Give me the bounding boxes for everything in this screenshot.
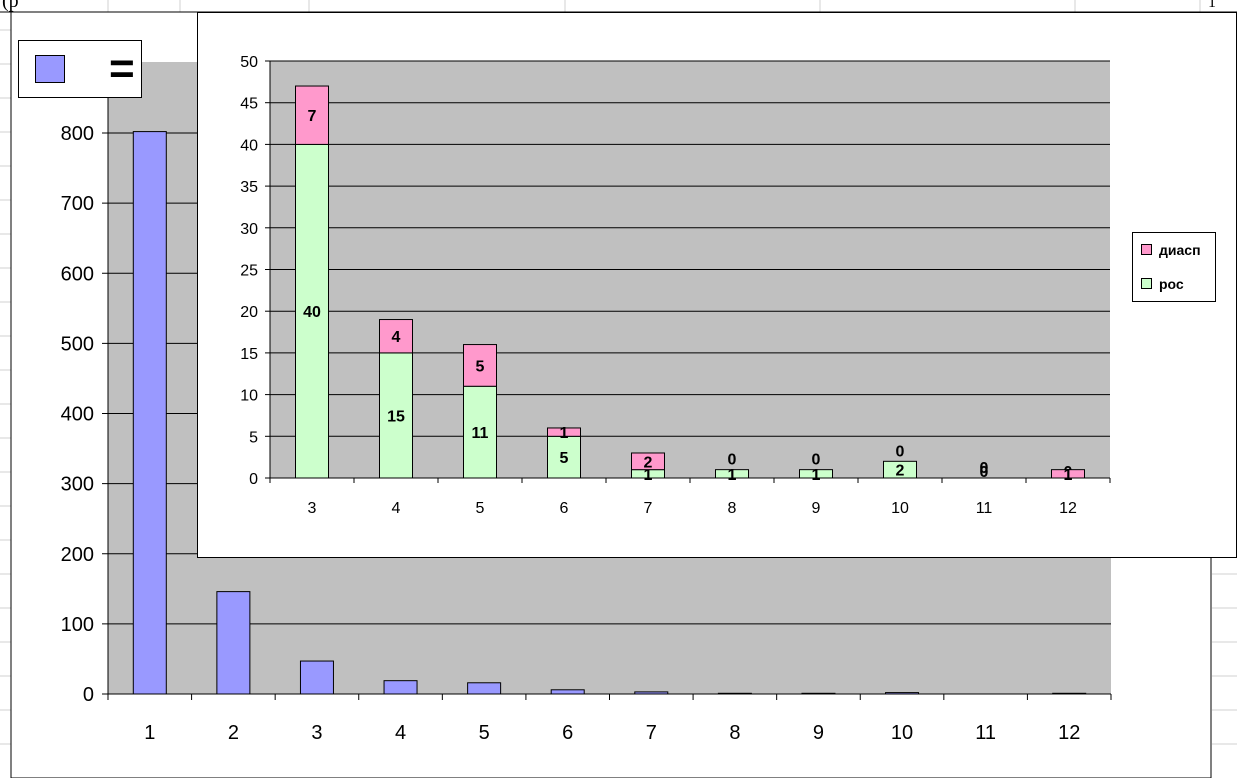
inset-data-label: 1 (812, 467, 821, 484)
main-y-tick-label: 500 (61, 333, 94, 355)
inset-x-tick-label: 3 (308, 500, 317, 517)
main-y-tick-label: 700 (61, 193, 94, 215)
main-bar (885, 692, 920, 695)
inset-y-tick-label: 30 (240, 221, 258, 238)
inset-data-label: 5 (476, 358, 485, 375)
inset-bar-segment (295, 85, 329, 145)
inset-data-label: 1 (728, 467, 737, 484)
main-legend-swatch (35, 55, 65, 83)
inset-data-label: 1 (1064, 467, 1073, 484)
main-bar (467, 682, 502, 695)
inset-data-label: 2 (644, 454, 653, 471)
main-y-tick-label: 800 (61, 123, 94, 145)
legend-label-ros: рос (1159, 276, 1184, 292)
main-bar (1052, 692, 1087, 695)
inset-data-label: 15 (387, 408, 405, 425)
inset-data-label: 4 (392, 329, 401, 346)
inset-data-label: 1 (560, 425, 569, 442)
inset-data-label: 5 (560, 450, 569, 467)
page-text-fragment: (р (2, 0, 19, 12)
main-x-tick-label: 10 (891, 722, 913, 744)
inset-x-tick-label: 4 (392, 500, 401, 517)
inset-x-tick-label: 5 (476, 500, 485, 517)
inset-y-tick-label: 25 (240, 263, 258, 280)
main-x-tick-label: 11 (975, 722, 996, 744)
inset-data-label: 0 (896, 443, 905, 460)
main-legend[interactable]: = (18, 40, 142, 98)
inset-y-tick-label: 0 (249, 471, 258, 488)
legend-swatch-ros (1141, 278, 1152, 289)
main-bar (717, 692, 752, 695)
main-x-tick-label: 8 (729, 722, 740, 744)
inset-x-tick-label: 6 (560, 500, 569, 517)
inset-x-tick-label: 8 (728, 500, 737, 517)
inset-y-tick-label: 45 (240, 96, 258, 113)
inset-data-label: 0 (980, 464, 989, 481)
inset-data-label: 0 (728, 452, 737, 469)
inset-y-tick-label: 20 (240, 304, 258, 321)
main-bar (801, 692, 836, 695)
inset-data-label: 11 (472, 425, 489, 442)
inset-data-label: 1 (644, 467, 653, 484)
inset-x-tick-label: 11 (976, 500, 993, 517)
inset-plot-area: 0510152025303540455034074154511565171281… (197, 12, 1237, 558)
main-bar (383, 680, 418, 695)
main-x-tick-label: 1 (144, 722, 155, 744)
main-bar (132, 131, 167, 695)
inset-data-label: 7 (308, 108, 317, 125)
main-y-tick-label: 0 (83, 684, 94, 706)
inset-x-tick-label: 9 (812, 500, 821, 517)
inset-data-label: 2 (896, 463, 905, 480)
inset-y-tick-label: 35 (240, 179, 258, 196)
inset-bar-segment (463, 385, 497, 479)
inset-bar-segment (463, 344, 497, 387)
inset-bar-segment (379, 319, 413, 354)
main-x-tick-label: 7 (646, 722, 657, 744)
inset-bar-segment (715, 469, 749, 479)
inset-bar-segment (799, 469, 833, 479)
inset-y-tick-label: 40 (240, 137, 258, 154)
main-x-tick-label: 5 (479, 722, 490, 744)
inset-y-tick-label: 10 (240, 388, 258, 405)
inset-x-tick-label: 12 (1059, 500, 1077, 517)
main-x-tick-label: 9 (813, 722, 824, 744)
main-bar (550, 689, 585, 695)
legend-swatch-diasp (1141, 244, 1152, 255)
inset-bar-segment (547, 427, 581, 437)
main-y-tick-label: 600 (61, 263, 94, 285)
inset-bar-segment (631, 452, 665, 471)
main-x-tick-label: 2 (228, 722, 239, 744)
main-x-tick-label: 4 (395, 722, 406, 744)
inset-data-label: 0 (812, 452, 821, 469)
inset-chart[interactable]: 0510152025303540455034074154511565171281… (197, 12, 1237, 558)
main-bar (634, 691, 669, 695)
inset-data-label: 40 (303, 304, 321, 321)
inset-bar-segment (883, 460, 917, 479)
inset-bar-segment (379, 352, 413, 479)
main-bar (299, 660, 334, 695)
main-y-tick-label: 100 (61, 614, 94, 636)
main-y-tick-label: 400 (61, 404, 94, 426)
main-bar (216, 591, 251, 695)
main-legend-label: = (109, 44, 135, 93)
main-x-tick-label: 3 (311, 722, 322, 744)
inset-bar-segment (1051, 469, 1085, 479)
inset-y-tick-label: 5 (249, 429, 258, 446)
main-y-tick-label: 200 (61, 544, 94, 566)
page-corner-mark: 1 (1208, 0, 1216, 11)
inset-y-tick-label: 15 (240, 346, 258, 363)
inset-x-tick-label: 10 (891, 500, 909, 517)
inset-x-tick-label: 7 (644, 500, 653, 517)
main-x-tick-label: 12 (1058, 722, 1080, 744)
inset-data-label: 0 (980, 460, 989, 477)
inset-legend[interactable]: диасп рос (1132, 232, 1216, 302)
inset-y-tick-label: 50 (240, 54, 258, 71)
legend-label-diasp: диасп (1159, 242, 1201, 258)
main-x-tick-label: 6 (562, 722, 573, 744)
main-y-tick-label: 300 (61, 474, 94, 496)
